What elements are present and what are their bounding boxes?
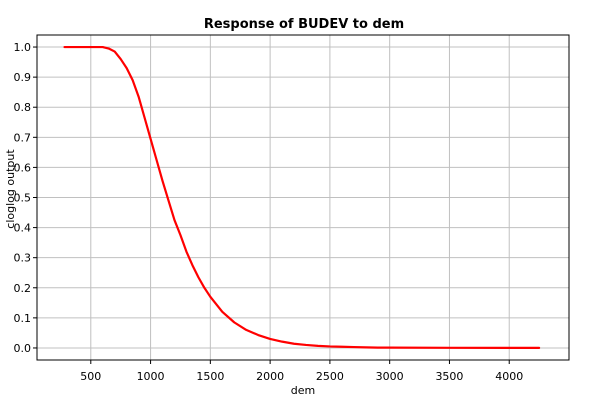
x-tick-label: 4000	[495, 370, 523, 383]
y-tick-label: 0.7	[14, 131, 32, 144]
series-line-0	[63, 45, 541, 349]
y-tick-label: 0.1	[14, 312, 32, 325]
tick-marks	[33, 46, 510, 364]
x-tick-label: 500	[80, 370, 101, 383]
x-tick-labels: 500 1000 1500 2000 2500 3000 3500 4000	[80, 370, 523, 383]
chart-title: Response of BUDEV to dem	[204, 17, 404, 32]
series-layer	[63, 45, 541, 349]
x-tick-label: 3000	[376, 370, 404, 383]
x-tick-label: 2000	[256, 370, 284, 383]
x-tick-label: 1000	[137, 370, 165, 383]
y-axis-label: cloglog output	[4, 149, 17, 229]
y-tick-label: 0.0	[14, 342, 32, 355]
y-tick-label: 0.9	[14, 71, 32, 84]
y-tick-label: 0.6	[14, 161, 32, 174]
y-tick-labels: 0.0 0.1 0.2 0.3 0.4 0.5 0.6 0.7 0.8 0.9 1.0	[14, 41, 32, 355]
y-tick-label: 0.3	[14, 252, 32, 265]
y-tick-label: 0.5	[14, 192, 32, 205]
y-tick-label: 0.4	[14, 222, 32, 235]
y-tick-label: 0.2	[14, 282, 32, 295]
x-tick-label: 1500	[196, 370, 224, 383]
y-tick-label: 1.0	[14, 41, 32, 54]
x-tick-label: 3500	[435, 370, 463, 383]
x-axis-label: dem	[291, 384, 315, 397]
grid	[37, 35, 569, 360]
x-tick-label: 2500	[316, 370, 344, 383]
y-tick-label: 0.8	[14, 101, 32, 114]
